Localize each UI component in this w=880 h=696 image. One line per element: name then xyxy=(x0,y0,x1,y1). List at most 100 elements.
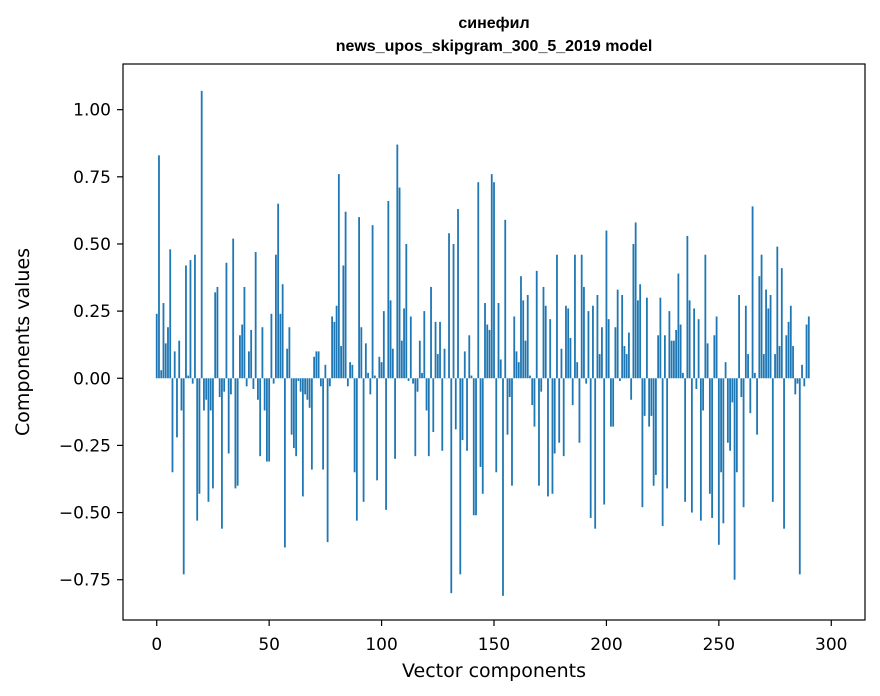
bar xyxy=(176,378,178,438)
bar xyxy=(245,378,248,387)
bar xyxy=(733,378,736,580)
bar xyxy=(322,378,325,470)
bar xyxy=(567,308,570,379)
bar xyxy=(796,378,799,384)
bar xyxy=(643,378,646,416)
bar xyxy=(549,319,552,379)
bar xyxy=(252,378,255,390)
bar xyxy=(515,351,518,379)
bar xyxy=(297,378,300,381)
bar xyxy=(196,378,199,521)
bar xyxy=(661,378,664,526)
bar xyxy=(376,378,378,481)
bar xyxy=(621,294,624,379)
bar xyxy=(751,206,754,379)
y-tick-label: 0.00 xyxy=(73,369,111,389)
bar xyxy=(616,289,619,379)
bar xyxy=(805,324,808,379)
y-axis-label: Components values xyxy=(12,248,34,436)
bar xyxy=(720,378,722,473)
bar xyxy=(533,378,536,427)
bar xyxy=(479,378,482,467)
bar xyxy=(666,378,669,489)
bar xyxy=(164,343,167,379)
bar xyxy=(223,378,226,392)
bar xyxy=(378,356,381,379)
bar xyxy=(675,329,678,379)
x-tick-label: 0 xyxy=(151,635,162,655)
bar xyxy=(364,343,367,379)
bar xyxy=(313,356,316,379)
bar xyxy=(556,254,558,379)
bar xyxy=(198,378,201,494)
bar xyxy=(488,329,491,379)
bar xyxy=(481,378,484,494)
bar xyxy=(221,378,223,529)
bar xyxy=(780,268,783,379)
bar xyxy=(396,144,399,379)
bar xyxy=(747,354,749,379)
bar xyxy=(261,327,264,379)
x-tick-label: 300 xyxy=(815,635,847,655)
bar xyxy=(735,378,738,473)
bar xyxy=(470,375,473,379)
bar xyxy=(160,370,163,379)
bar xyxy=(283,378,286,548)
bar xyxy=(248,351,250,379)
bar xyxy=(241,324,244,379)
bar xyxy=(306,378,309,400)
bar xyxy=(358,217,360,379)
bar xyxy=(789,305,792,379)
y-tick-label: −0.50 xyxy=(59,504,111,524)
y-tick-label: −0.75 xyxy=(59,571,111,591)
bar xyxy=(645,297,648,379)
bar xyxy=(250,329,253,379)
bar xyxy=(517,362,520,379)
bar xyxy=(778,346,781,379)
bar xyxy=(803,378,806,387)
bar xyxy=(389,300,392,379)
bar xyxy=(187,375,190,379)
bar xyxy=(227,378,230,454)
bar xyxy=(310,378,313,470)
bar xyxy=(625,354,628,379)
bar xyxy=(436,354,439,379)
bar xyxy=(398,187,401,379)
chart-title: синефил xyxy=(458,15,529,32)
bar xyxy=(511,378,513,486)
bar xyxy=(704,254,707,379)
bar xyxy=(706,343,709,379)
bar xyxy=(758,276,761,379)
x-axis-label: Vector components xyxy=(402,660,586,682)
bar xyxy=(331,316,334,379)
bar xyxy=(637,300,639,379)
bar xyxy=(670,340,673,379)
bar xyxy=(346,378,349,387)
bar xyxy=(531,378,534,406)
bar xyxy=(614,327,617,379)
bar xyxy=(693,308,696,379)
bar xyxy=(578,378,581,443)
bar xyxy=(232,238,235,379)
bar xyxy=(268,378,271,462)
bar xyxy=(230,378,232,395)
bar xyxy=(353,378,356,473)
bar xyxy=(200,90,203,379)
bar xyxy=(351,364,354,379)
bar xyxy=(794,378,797,395)
bar xyxy=(724,362,727,379)
bar xyxy=(167,327,169,379)
bar xyxy=(263,378,266,411)
bar xyxy=(328,378,331,387)
bar xyxy=(274,254,277,379)
bar xyxy=(454,378,457,430)
bar xyxy=(654,378,657,475)
bar xyxy=(560,348,563,379)
bar xyxy=(688,300,691,379)
bar xyxy=(457,209,459,379)
bar xyxy=(459,378,462,575)
bar xyxy=(182,378,185,575)
bar xyxy=(326,378,329,543)
bar xyxy=(468,335,471,379)
